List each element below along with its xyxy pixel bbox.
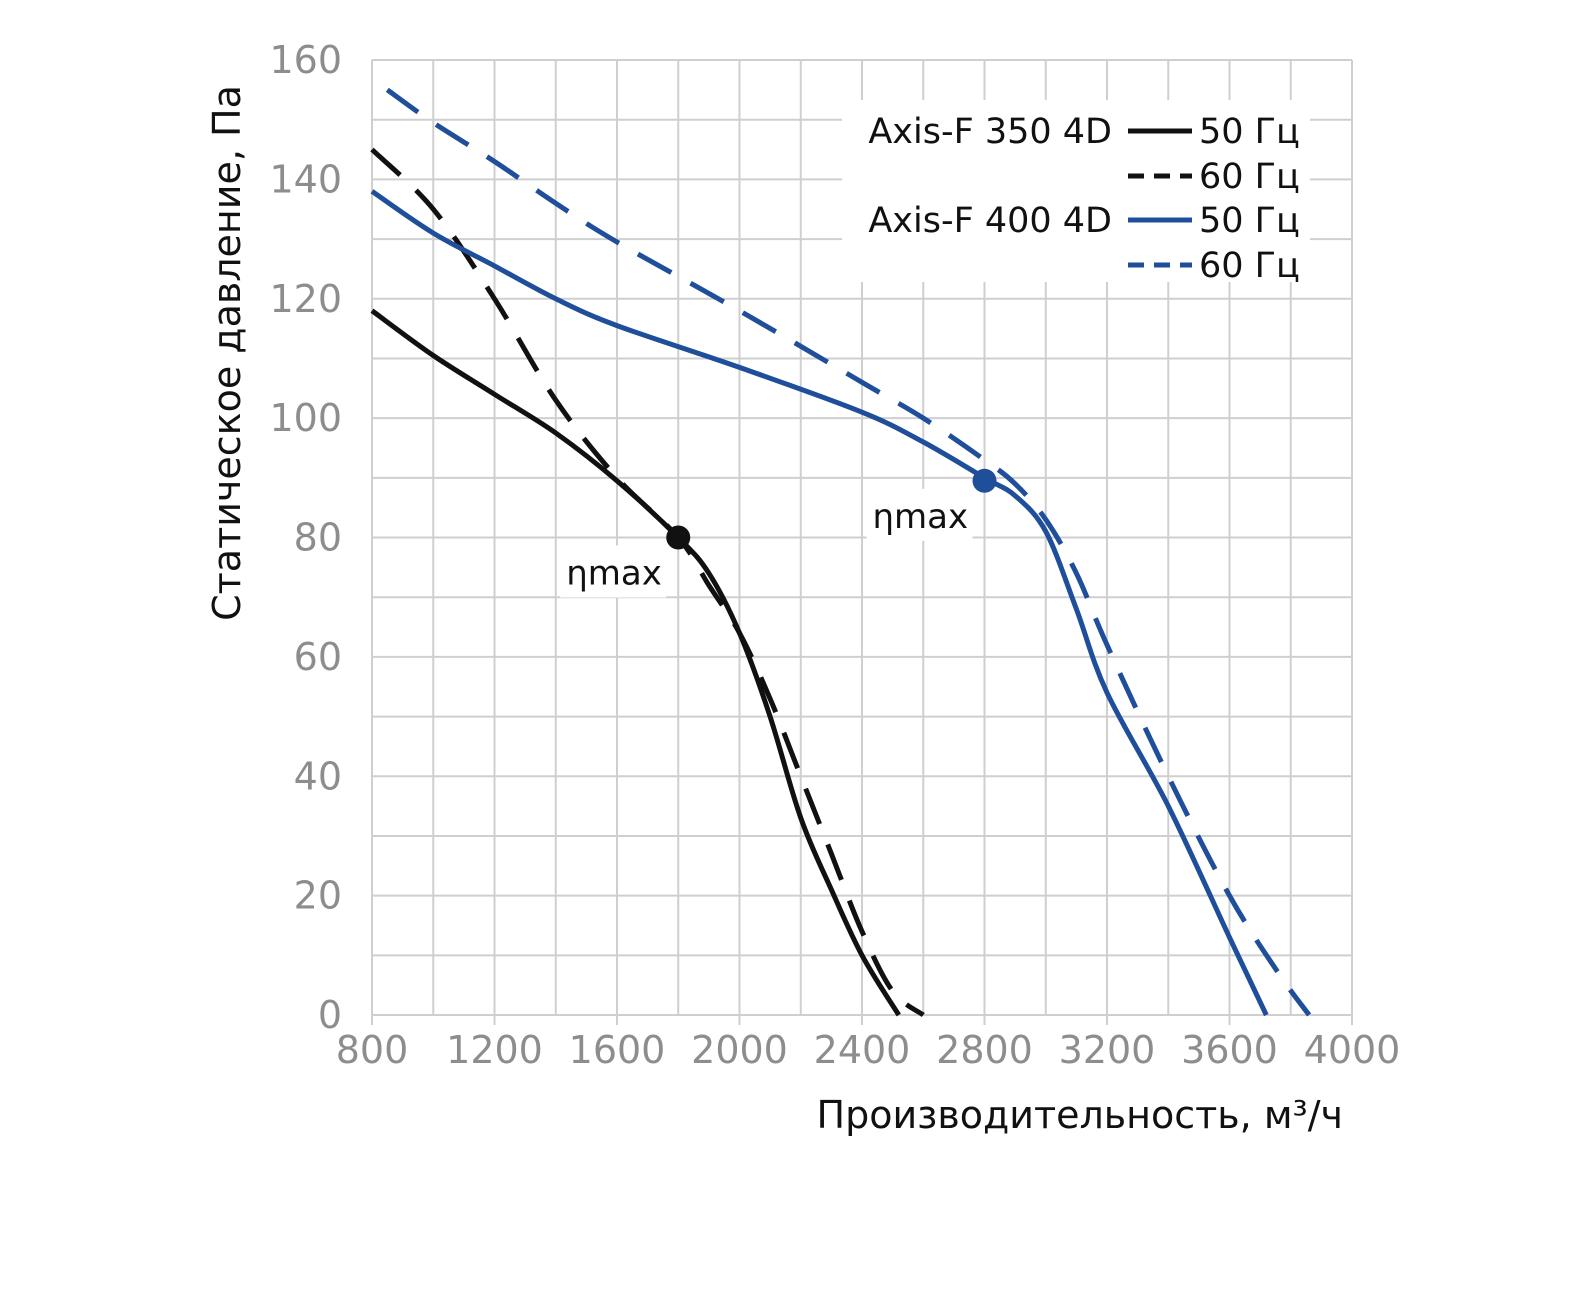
legend-entry-label: 60 Гц <box>1199 157 1300 197</box>
y-tick-label: 20 <box>294 874 342 918</box>
x-tick-label: 2400 <box>814 1028 911 1072</box>
x-tick-label: 1200 <box>446 1028 543 1072</box>
annotation-background <box>866 488 973 541</box>
curve-400-50hz <box>370 189 1269 1017</box>
x-tick-label: 2800 <box>936 1028 1033 1072</box>
x-tick-label: 800 <box>336 1028 409 1072</box>
y-tick-label: 160 <box>269 38 342 82</box>
legend-model-label: Axis-F 350 4D <box>868 112 1112 152</box>
x-tick-label: 4000 <box>1304 1028 1401 1072</box>
max-efficiency-markers: ηmax ηmax <box>560 468 997 598</box>
y-tick-label: 40 <box>294 754 342 798</box>
legend-entry-label: 50 Гц <box>1199 112 1300 152</box>
tick-labels: 800 1200 1600 2000 2400 2800 3200 3600 4000 0 20 40… <box>269 38 1400 1072</box>
y-tick-label: 80 <box>294 516 342 560</box>
max-efficiency-point <box>972 468 997 493</box>
x-axis-title: Производительность, м³/ч <box>817 1093 1344 1137</box>
x-tick-label: 1600 <box>569 1028 666 1072</box>
curve-350-50hz <box>370 308 901 1017</box>
legend-entry-label: 50 Гц <box>1199 201 1300 241</box>
curves <box>370 87 1312 1018</box>
y-tick-label: 100 <box>269 396 342 440</box>
max-efficiency-point <box>666 525 691 550</box>
max-efficiency-label: ηmax <box>566 554 662 594</box>
x-tick-label: 3600 <box>1181 1028 1278 1072</box>
max-efficiency-label: ηmax <box>873 497 969 537</box>
y-tick-label: 0 <box>318 993 342 1037</box>
x-tick-label: 2000 <box>691 1028 788 1072</box>
legend-model-label: Axis-F 400 4D <box>868 201 1112 241</box>
y-tick-label: 140 <box>269 157 342 201</box>
annotation-background <box>560 545 667 598</box>
y-axis-title: Статическое давление, Па <box>205 85 249 621</box>
y-tick-label: 60 <box>294 635 342 679</box>
y-tick-label: 120 <box>269 277 342 321</box>
legend-background <box>842 100 1310 282</box>
curve-350-60hz <box>370 147 925 1018</box>
x-tick-label: 3200 <box>1059 1028 1156 1072</box>
curve-400-60hz <box>385 87 1312 1017</box>
legend-entry-label: 60 Гц <box>1199 246 1300 286</box>
